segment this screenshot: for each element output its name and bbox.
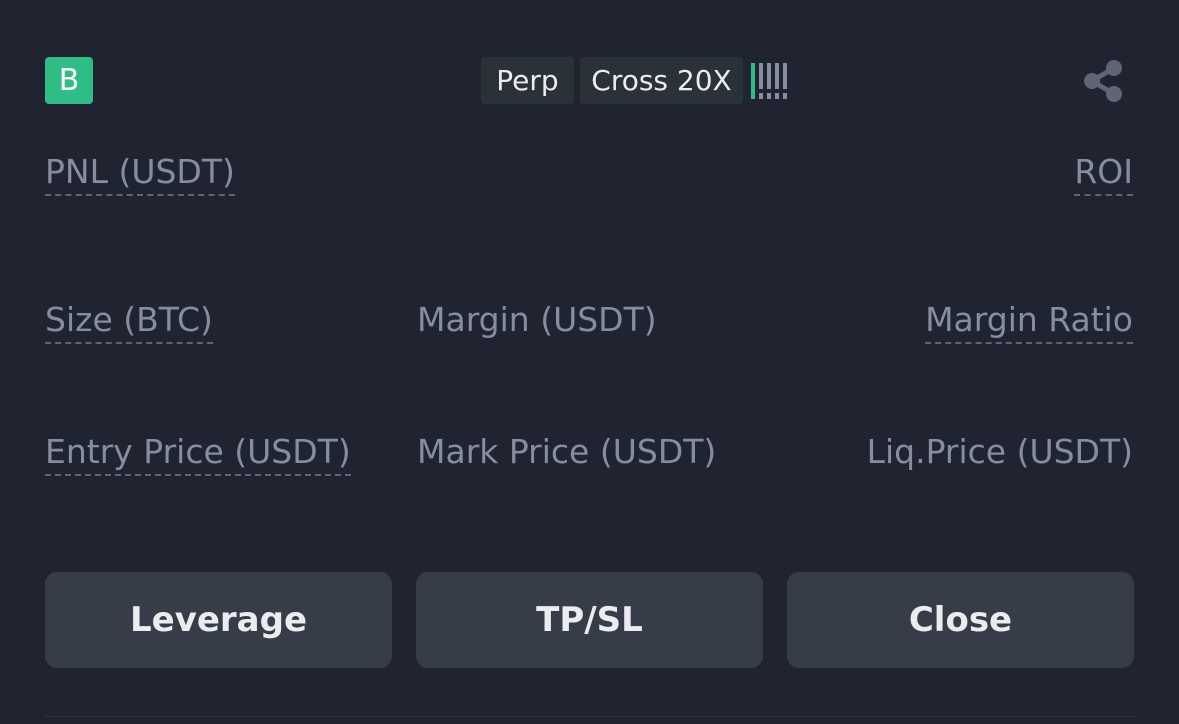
contract-type-tag: Perp bbox=[481, 57, 574, 104]
roi-label[interactable]: ROI bbox=[1074, 152, 1133, 196]
liq-price-label: Liq.Price (USDT) bbox=[866, 432, 1133, 471]
size-label[interactable]: Size (BTC) bbox=[45, 300, 213, 344]
risk-bar-inactive bbox=[759, 63, 763, 89]
share-icon[interactable] bbox=[1078, 56, 1128, 106]
close-position-button[interactable]: Close bbox=[787, 572, 1134, 668]
side-badge: B bbox=[45, 57, 93, 104]
mark-price-label: Mark Price (USDT) bbox=[417, 432, 717, 471]
risk-bar-dot bbox=[759, 93, 763, 99]
risk-bar-dot bbox=[783, 93, 787, 99]
risk-bar-inactive bbox=[783, 63, 787, 89]
risk-bar-active bbox=[751, 63, 755, 99]
margin-label: Margin (USDT) bbox=[417, 300, 657, 339]
divider bbox=[45, 716, 1134, 717]
pnl-label[interactable]: PNL (USDT) bbox=[45, 152, 235, 196]
margin-ratio-label[interactable]: Margin Ratio bbox=[925, 300, 1133, 344]
leverage-button[interactable]: Leverage bbox=[45, 572, 392, 668]
risk-meter-icon bbox=[751, 63, 787, 99]
risk-bar-dot bbox=[767, 93, 771, 99]
risk-bar-inactive bbox=[767, 63, 771, 89]
risk-bar-dot bbox=[775, 93, 779, 99]
risk-bar-inactive bbox=[775, 63, 779, 89]
tpsl-button[interactable]: TP/SL bbox=[416, 572, 763, 668]
entry-price-label[interactable]: Entry Price (USDT) bbox=[45, 432, 351, 476]
margin-mode-tag[interactable]: Cross 20X bbox=[580, 57, 743, 104]
